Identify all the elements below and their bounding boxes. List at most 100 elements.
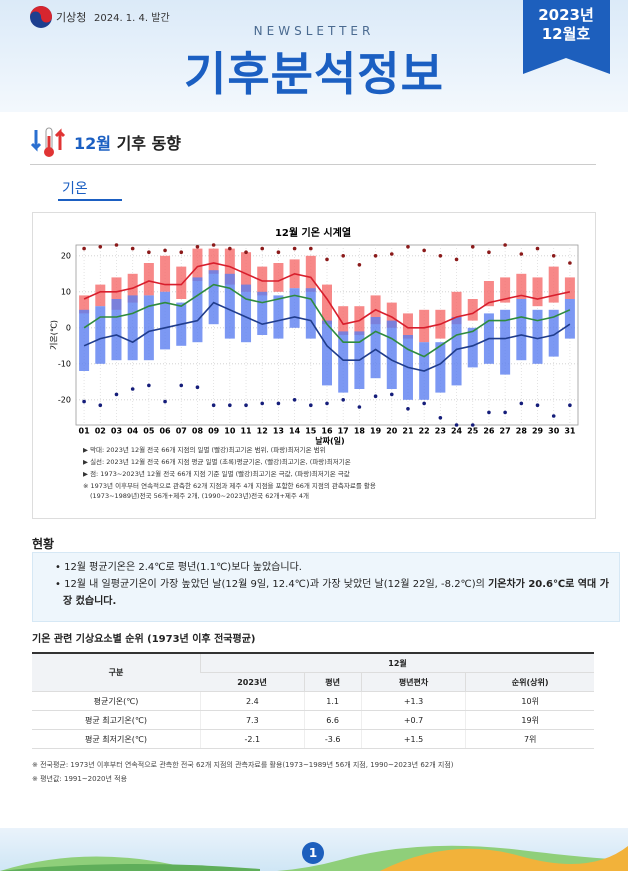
- table-row: 평균 최저기온(℃) -2.1 -3.6 +1.5 7위: [32, 729, 594, 749]
- x-tick-label: 10: [224, 427, 236, 436]
- range-bar: [467, 327, 478, 368]
- x-tick-label: 06: [159, 427, 171, 436]
- chart-note: ▶ 막대: 2023년 12월 전국 66개 지점의 일별 (빨강)최고기온 범…: [83, 445, 326, 454]
- x-tick-label: 21: [402, 427, 414, 436]
- extreme-point: [325, 257, 329, 262]
- status-emphasis: 기온차가 20.6℃로 역대 가장 컸습니다.: [63, 579, 609, 607]
- chart-note: ※ 1973년 이후부터 연속적으로 관측한 62개 지점과 제주 4개 지점을…: [83, 481, 376, 490]
- range-bar: [95, 306, 106, 364]
- extreme-point: [503, 243, 507, 247]
- status-text: • 12월 내 일평균기온이 가장 높았던 날(12월 9일, 12.4℃)과 …: [55, 579, 489, 590]
- range-bar: [451, 317, 462, 386]
- extreme-point: [519, 401, 524, 406]
- table-cell: 평균기온(℃): [32, 691, 201, 711]
- range-bar: [95, 284, 106, 307]
- header-cell: 12월: [200, 652, 594, 673]
- x-tick-label: 02: [95, 427, 106, 436]
- range-bar: [208, 248, 219, 274]
- table-cell: +0.7: [360, 710, 466, 730]
- range-bar: [548, 309, 559, 357]
- range-bar: [143, 295, 154, 361]
- y-axis-label: 기온(℃): [50, 320, 59, 350]
- footnote: ※ 평년값: 1991~2020년 적용: [32, 775, 128, 783]
- extreme-point: [130, 387, 135, 391]
- range-bar: [241, 252, 252, 292]
- range-bar: [273, 263, 284, 292]
- x-tick-label: 28: [516, 427, 528, 436]
- range-bar: [419, 309, 430, 343]
- extreme-point: [179, 383, 184, 388]
- extreme-point: [535, 246, 540, 251]
- extreme-point: [406, 407, 410, 411]
- range-bar: [257, 291, 268, 335]
- table-cell: 평균 최고기온(℃): [32, 710, 201, 730]
- extreme-point: [503, 410, 507, 415]
- extreme-point: [454, 423, 459, 427]
- x-tick-label: 26: [483, 427, 495, 436]
- line: [83, 283, 571, 358]
- extreme-point: [211, 243, 216, 247]
- footer-landscape: [0, 845, 628, 871]
- extreme-point: [389, 392, 394, 397]
- range-bar: [532, 309, 543, 364]
- extreme-point: [568, 403, 572, 408]
- chart-note: ▶ 실선: 2023년 12월 전국 66개 지점 평균 일별 (초록)평균기온…: [83, 457, 351, 466]
- range-bar: [79, 309, 90, 371]
- status-heading: 현황: [32, 537, 55, 551]
- extreme-point: [228, 403, 232, 408]
- extreme-point: [211, 403, 216, 408]
- range-bar: [451, 291, 462, 325]
- x-tick-label: 27: [500, 427, 511, 436]
- extreme-point: [470, 423, 475, 427]
- extreme-point: [487, 410, 491, 415]
- table-cell: 7.3: [200, 710, 305, 730]
- table-cell: +1.5: [360, 729, 466, 749]
- header-cell: 평년편차: [360, 672, 466, 692]
- logo: [30, 6, 52, 28]
- range-bar: [435, 342, 446, 393]
- y-tick-label: -20: [58, 395, 71, 404]
- extreme-point: [373, 254, 378, 258]
- x-tick-label: 09: [208, 427, 220, 436]
- issue-month: 12월호: [541, 25, 591, 43]
- table-cell: 10위: [465, 691, 594, 711]
- range-bar: [289, 288, 300, 328]
- x-tick-label: 13: [273, 427, 284, 436]
- table-body: 평균기온(℃) 2.4 1.1 +1.3 10위 평균 최고기온(℃) 7.3 6.6 +0.7…: [32, 691, 594, 749]
- range-bar: [386, 302, 397, 328]
- extreme-point: [568, 261, 572, 265]
- extreme-point: [260, 246, 265, 251]
- x-tick-label: 08: [192, 427, 204, 436]
- x-tick-label: 23: [435, 427, 446, 436]
- range-bar: [224, 273, 235, 339]
- table-cell: +1.3: [360, 691, 466, 711]
- range-bar: [500, 309, 511, 375]
- extreme-point: [357, 405, 362, 409]
- range-bar: [305, 288, 316, 339]
- range-bar: [79, 295, 90, 314]
- range-bar: [241, 284, 252, 343]
- range-bar: [338, 331, 349, 393]
- extreme-point: [244, 250, 248, 254]
- extreme-point: [487, 250, 491, 254]
- table-cell: 2.4: [200, 691, 305, 711]
- range-bar: [483, 281, 494, 307]
- section-title: 12월 기후 동향: [74, 130, 181, 154]
- line: [83, 262, 571, 329]
- range-bar: [127, 295, 138, 361]
- chart-frame: [32, 212, 596, 519]
- extreme-point: [373, 394, 378, 399]
- x-tick-label: 16: [321, 427, 333, 436]
- extreme-point: [470, 245, 475, 249]
- extreme-point: [551, 254, 556, 258]
- y-tick-label: 10: [61, 287, 71, 296]
- header-cell: 구분: [32, 652, 201, 692]
- extreme-point: [260, 401, 265, 406]
- tab-underline: [58, 199, 122, 201]
- range-bar: [467, 299, 478, 321]
- table-cell: 1.1: [303, 691, 362, 711]
- newsletter-title: 기후분석정보: [184, 47, 444, 101]
- line: [83, 301, 571, 372]
- header-cell: 평년: [303, 672, 362, 692]
- extreme-point: [82, 246, 86, 251]
